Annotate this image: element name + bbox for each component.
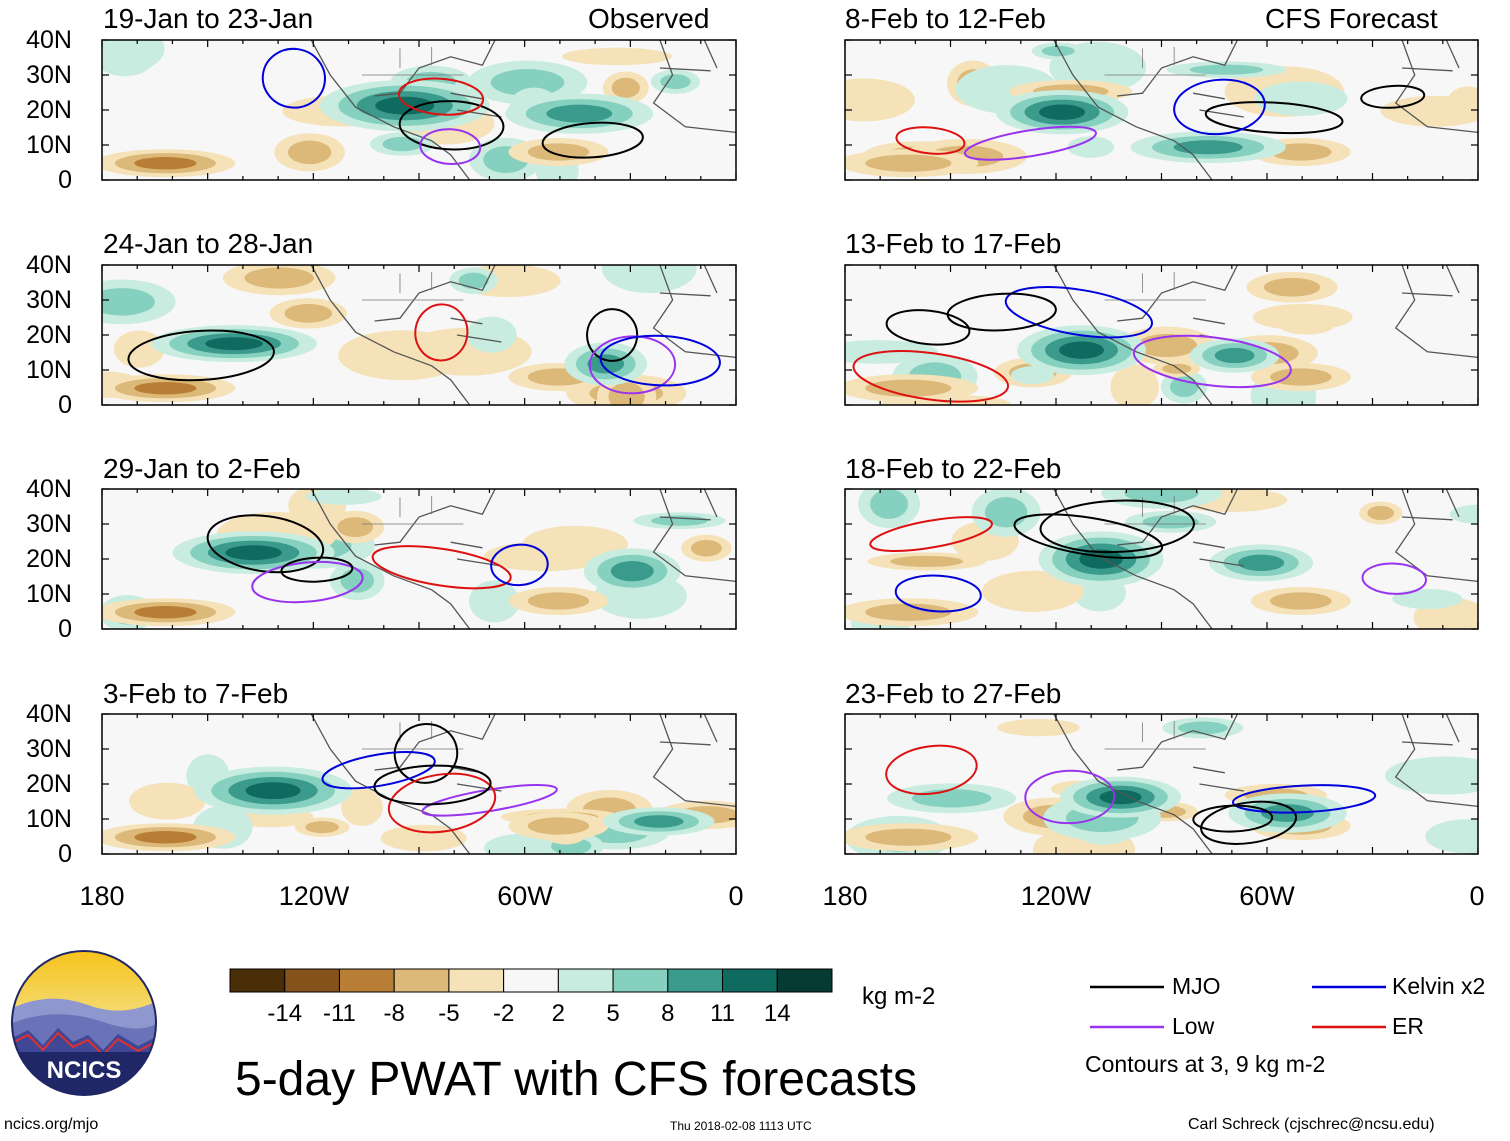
colorbar-swatch-6	[557, 968, 614, 993]
colorbar-swatch-3	[393, 968, 450, 993]
colorbar-tick-4: -2	[492, 1000, 515, 1027]
colorbar-tick-6: 5	[606, 1000, 620, 1027]
legend-label-low: Low	[1172, 1013, 1215, 1039]
colorbar-swatch-2	[338, 968, 395, 993]
lat-label-row4-4: 0	[58, 840, 72, 868]
colorbar-swatch-0	[229, 968, 286, 993]
contours-note: Contours at 3, 9 kg m-2	[1085, 1051, 1326, 1077]
panel-title-right-1: 8-Feb to 12-Feb	[845, 3, 1046, 34]
lat-label-row4-0: 40N	[26, 700, 72, 728]
panel-title-left-2: 24-Jan to 28-Jan	[103, 228, 314, 259]
colorbar-tick-7: 8	[661, 1000, 675, 1027]
lat-label-row2-2: 20N	[26, 321, 72, 349]
observed-label: Observed	[588, 3, 710, 34]
map-panel-left-2	[101, 264, 737, 406]
ncics-logo: NCICS	[11, 950, 157, 1096]
colorbar-tick-5: 2	[551, 1000, 566, 1027]
lat-label-row3-1: 30N	[26, 510, 72, 538]
colorbar-tick-8: 11	[710, 1000, 735, 1027]
lat-label-row1-3: 10N	[26, 131, 72, 159]
map-panel-right-2	[844, 264, 1479, 406]
footer-credit: Carl Schreck (cjschrec@ncsu.edu)	[1188, 1116, 1435, 1133]
panel-title-left-3: 29-Jan to 2-Feb	[103, 453, 301, 484]
lon-label-left-180: 180	[79, 881, 125, 911]
lat-label-row3-2: 20N	[26, 545, 72, 573]
legend-label-kelvin: Kelvin x2	[1392, 973, 1486, 999]
lat-label-row3-4: 0	[58, 615, 72, 643]
lat-label-row1-0: 40N	[26, 26, 72, 54]
lon-label-right-180: 180	[822, 881, 868, 911]
figure-title: 5-day PWAT with CFS forecasts	[235, 1053, 917, 1106]
lat-label-row1-1: 30N	[26, 61, 72, 89]
footer-url[interactable]: ncics.org/mjo	[4, 1116, 99, 1133]
map-panel-right-4	[844, 713, 1479, 855]
colorbar-swatch-7	[612, 968, 669, 993]
panel-title-right-3: 18-Feb to 22-Feb	[845, 453, 1062, 484]
panel-title-right-4: 23-Feb to 27-Feb	[845, 678, 1062, 709]
forecast-label: CFS Forecast	[1265, 3, 1438, 34]
legend	[1090, 985, 1386, 1029]
legend-label-er: ER	[1392, 1013, 1424, 1039]
lon-label-right-0: 0	[1469, 881, 1485, 911]
lat-label-row2-0: 40N	[26, 251, 72, 279]
lat-label-row4-3: 10N	[26, 805, 72, 833]
map-panel-right-1	[844, 39, 1479, 181]
map-panel-left-3	[101, 488, 737, 630]
lat-label-row3-3: 10N	[26, 580, 72, 608]
map-panel-left-4	[101, 713, 737, 855]
lon-label-left-120w: 120W	[278, 881, 350, 911]
colorbar-swatch-5	[503, 968, 559, 993]
lat-label-row2-3: 10N	[26, 356, 72, 384]
colorbar-tick-9: 14	[763, 1000, 791, 1027]
map-panel-left-1	[101, 39, 737, 181]
lat-label-row1-2: 20N	[26, 96, 72, 124]
colorbar-swatch-10	[776, 968, 833, 993]
lat-label-row4-2: 20N	[26, 770, 72, 798]
lat-label-row1-4: 0	[58, 166, 72, 194]
colorbar-tick-1: -11	[323, 1000, 356, 1027]
lon-label-right-60w: 60W	[1239, 881, 1295, 911]
colorbar	[229, 968, 833, 993]
map-panel-right-3	[844, 488, 1479, 630]
lon-label-right-120w: 120W	[1020, 881, 1092, 911]
lat-label-row2-4: 0	[58, 391, 72, 419]
panel-title-right-2: 13-Feb to 17-Feb	[845, 228, 1062, 259]
colorbar-unit: kg m-2	[862, 983, 936, 1010]
colorbar-swatch-1	[284, 968, 340, 993]
lat-label-row4-1: 30N	[26, 735, 72, 763]
colorbar-swatch-8	[667, 968, 724, 993]
colorbar-tick-2: -8	[383, 1000, 405, 1027]
colorbar-tick-0: -14	[267, 1000, 303, 1027]
footer-timestamp: Thu 2018-02-08 1113 UTC	[670, 1119, 812, 1133]
colorbar-tick-3: -5	[438, 1000, 460, 1027]
lon-label-left-60w: 60W	[497, 881, 553, 911]
colorbar-swatch-9	[722, 968, 778, 993]
panel-title-left-4: 3-Feb to 7-Feb	[103, 678, 289, 709]
panel-title-left-1: 19-Jan to 23-Jan	[103, 3, 314, 34]
legend-label-mjo: MJO	[1172, 973, 1221, 999]
lon-label-left-0: 0	[728, 881, 744, 911]
logo-text: NCICS	[47, 1057, 122, 1084]
lat-label-row3-0: 40N	[26, 475, 72, 503]
lat-label-row2-1: 30N	[26, 286, 72, 314]
colorbar-swatch-4	[448, 968, 505, 993]
